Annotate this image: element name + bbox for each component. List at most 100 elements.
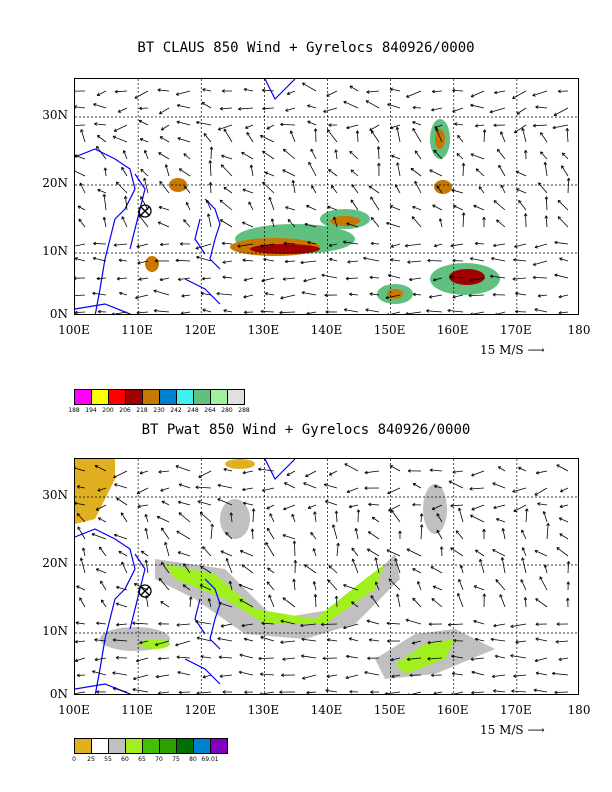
wind-vector-head [346,489,351,494]
wind-vector [390,657,401,661]
wind-vector-head [543,161,548,166]
panel1-scale-label: 15 M/S ⟶ [480,343,545,357]
wind-vector-head [546,522,550,527]
wind-vector-head [220,624,224,628]
wind-vector-head [243,295,247,299]
wind-vector [283,242,296,245]
wind-vector-head [279,690,283,694]
wind-vector-head [281,673,285,677]
wind-vector-head [537,294,542,298]
wind-vector-head [351,601,355,605]
wind-vector [160,487,170,492]
wind-vector-head [241,564,246,568]
wind-vector-head [518,200,522,204]
wind-vector-head [386,549,390,553]
wind-vector [325,689,338,693]
wind-vector [114,483,128,489]
wind-vector-head [97,517,102,521]
wind-vector [532,90,548,97]
wind-vector [161,561,170,574]
wind-vector-head [266,126,270,130]
wind-vector-head [158,470,162,474]
wind-vector-head [427,657,431,661]
wind-vector-head [75,310,78,314]
wind-vector [200,292,212,296]
wind-vector-head [279,310,283,314]
wind-vector-head [242,470,246,475]
colorbar-swatch [74,389,92,405]
wind-vector [369,276,380,279]
wind-vector-head [561,165,565,169]
wind-vector-head [246,132,250,136]
wind-vector-head [96,145,100,150]
wind-vector [154,310,170,313]
wind-vector [375,581,380,591]
wind-vector [195,486,212,489]
wind-vector [220,550,233,557]
wind-vector [75,657,86,662]
wind-vector-head [75,257,78,261]
wind-vector [370,130,380,143]
wind-vector-head [133,583,138,587]
wind-vector-head [345,654,350,659]
wind-vector [223,468,233,472]
wind-vector [417,581,422,591]
wind-vector-head [140,550,145,554]
wind-vector [552,124,569,129]
wind-vector-head [96,135,101,139]
wind-vector-head [377,162,381,166]
wind-vector [448,623,464,626]
wind-vector-head [285,108,289,112]
wind-vector-head [245,125,249,129]
wind-vector-head [243,310,247,314]
wind-vector-head [238,583,243,588]
wind-vector [370,217,380,228]
wind-vector-head [405,618,409,623]
wind-vector-head [496,148,501,153]
wind-vector-head [75,169,76,171]
wind-vector [470,258,485,262]
wind-vector [263,258,275,262]
wind-vector-head [468,293,472,298]
wind-vector-head [289,130,294,134]
wind-vector-head [470,103,474,108]
longitude-label: 170E [500,323,532,337]
wind-vector [301,655,317,659]
wind-vector [522,128,527,143]
wind-vector [265,542,275,557]
wind-vector-head [242,501,247,506]
wind-vector [515,311,527,313]
wind-vector-head [175,258,179,263]
wind-vector-head [137,261,141,265]
wind-vector-head [76,585,80,589]
wind-vector-head [355,130,360,134]
wind-vector-head [303,482,307,486]
wind-vector [420,513,423,523]
wind-vector-head [411,216,416,220]
wind-vector-head [206,213,211,217]
wind-vector-head [419,513,424,517]
wind-vector-head [324,293,328,297]
wind-vector [82,547,86,557]
wind-vector [558,294,569,298]
wind-vector-head [457,134,461,139]
wind-vector-head [217,637,221,641]
wind-vector-head [521,547,526,551]
wind-vector-head [306,690,310,694]
wind-vector-head [307,104,311,108]
wind-vector-head [175,465,179,469]
wind-vector [491,257,506,262]
wind-vector-head [455,530,460,534]
wind-vector-head [268,196,272,201]
wind-vector-head [97,188,101,193]
colorbar-swatch [227,389,245,405]
wind-vector-head [433,243,438,248]
wind-vector [520,579,527,591]
wind-vector-head [438,218,443,222]
wind-vector-head [261,488,266,492]
wind-vector-head [140,168,144,173]
wind-vector-head [160,488,164,492]
wind-vector-head [370,241,374,246]
wind-vector-head [470,94,475,98]
wind-vector [260,243,275,247]
